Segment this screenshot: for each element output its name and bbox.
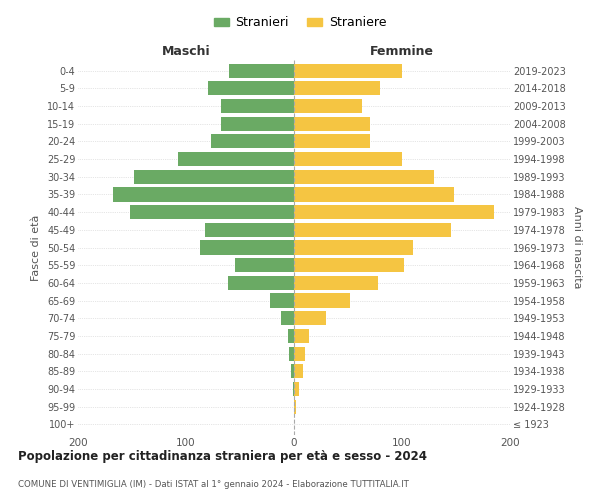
- Bar: [294, 205, 494, 219]
- Bar: [294, 400, 296, 414]
- Text: Femmine: Femmine: [370, 45, 434, 58]
- Bar: [289, 346, 294, 360]
- Bar: [294, 364, 302, 378]
- Bar: [221, 116, 294, 131]
- Bar: [294, 170, 434, 184]
- Bar: [294, 99, 362, 113]
- Bar: [211, 134, 294, 148]
- Bar: [235, 258, 294, 272]
- Bar: [294, 329, 309, 343]
- Bar: [281, 311, 294, 326]
- Bar: [294, 294, 350, 308]
- Bar: [205, 222, 294, 237]
- Bar: [294, 382, 299, 396]
- Bar: [294, 222, 451, 237]
- Bar: [178, 152, 294, 166]
- Text: Popolazione per cittadinanza straniera per età e sesso - 2024: Popolazione per cittadinanza straniera p…: [18, 450, 427, 463]
- Y-axis label: Anni di nascita: Anni di nascita: [572, 206, 583, 289]
- Bar: [294, 116, 370, 131]
- Text: COMUNE DI VENTIMIGLIA (IM) - Dati ISTAT al 1° gennaio 2024 - Elaborazione TUTTIT: COMUNE DI VENTIMIGLIA (IM) - Dati ISTAT …: [18, 480, 409, 489]
- Bar: [294, 276, 378, 290]
- Bar: [294, 64, 402, 78]
- Bar: [270, 294, 294, 308]
- Bar: [200, 240, 294, 254]
- Bar: [229, 64, 294, 78]
- Bar: [134, 170, 294, 184]
- Y-axis label: Fasce di età: Fasce di età: [31, 214, 41, 280]
- Bar: [294, 258, 404, 272]
- Text: Maschi: Maschi: [161, 45, 211, 58]
- Bar: [293, 382, 294, 396]
- Bar: [113, 188, 294, 202]
- Bar: [130, 205, 294, 219]
- Bar: [287, 329, 294, 343]
- Bar: [294, 152, 402, 166]
- Bar: [291, 364, 294, 378]
- Bar: [294, 81, 380, 96]
- Bar: [294, 188, 454, 202]
- Bar: [294, 311, 326, 326]
- Legend: Stranieri, Straniere: Stranieri, Straniere: [209, 11, 391, 34]
- Bar: [294, 346, 305, 360]
- Bar: [294, 240, 413, 254]
- Bar: [294, 134, 370, 148]
- Bar: [221, 99, 294, 113]
- Bar: [228, 276, 294, 290]
- Bar: [208, 81, 294, 96]
